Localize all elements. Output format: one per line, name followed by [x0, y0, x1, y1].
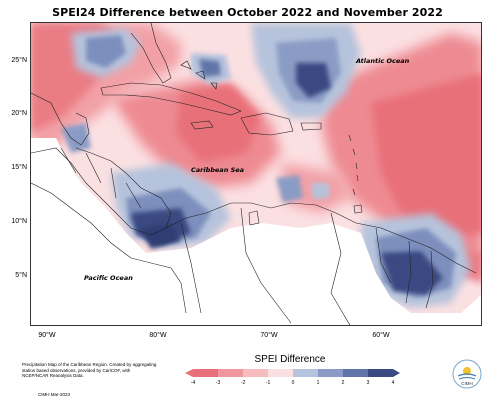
- pacific-ocean-label: Pacific Ocean: [84, 274, 133, 282]
- cimh-logo-icon: CIMH: [452, 359, 482, 389]
- lat-label-5n: 5°N: [15, 272, 27, 279]
- spei-map: Atlantic Ocean Caribbean Sea Pacific Oce…: [30, 22, 482, 326]
- legend-arrow-left: [185, 369, 193, 377]
- lat-label-10n: 10°N: [11, 218, 27, 225]
- legend-title: SPEI Difference: [254, 354, 326, 365]
- atlantic-ocean-label: Atlantic Ocean: [356, 57, 410, 65]
- lon-label-70w: 70°W: [260, 332, 278, 339]
- legend-tick-label: -2: [240, 380, 246, 386]
- lat-label-25n: 25°N: [11, 57, 27, 64]
- lon-label-90w: 90°W: [38, 332, 56, 339]
- map-title: SPEI24 Difference between October 2022 a…: [52, 6, 443, 19]
- legend-swatch: [343, 369, 368, 377]
- legend-tick-label: 3: [366, 380, 370, 386]
- legend-swatch: [268, 369, 293, 377]
- no-data-mask: [31, 138, 481, 325]
- legend-tick-label: 0: [291, 380, 295, 386]
- lon-label-60w: 60°W: [372, 332, 390, 339]
- logo-label: CIMH: [461, 381, 473, 386]
- wet-anomaly-areas: [61, 23, 471, 308]
- legend-tick-label: 2: [341, 380, 345, 386]
- legend-tick-label: -1: [265, 380, 271, 386]
- legend-swatch: [218, 369, 243, 377]
- legend-arrow-right: [393, 369, 400, 377]
- legend-swatch: [243, 369, 268, 377]
- legend-swatch: [318, 369, 343, 377]
- credits-date: CIMH Mar-2023: [38, 392, 71, 397]
- legend-tick-label: 4: [391, 380, 395, 386]
- legend-tick-label: 1: [316, 380, 320, 386]
- coastlines: [31, 23, 477, 325]
- credits-text: Precipitation Map of the Caribbean Regio…: [22, 362, 157, 379]
- lat-label-15n: 15°N: [11, 164, 27, 171]
- legend-swatch: [293, 369, 318, 377]
- map-canvas: [31, 23, 481, 325]
- legend-tick-label: -3: [215, 380, 221, 386]
- legend-swatch: [368, 369, 393, 377]
- legend-colorbar: [185, 369, 400, 377]
- legend-swatch: [193, 369, 218, 377]
- legend-tick-label: -4: [190, 380, 196, 386]
- lon-label-80w: 80°W: [149, 332, 167, 339]
- lat-label-20n: 20°N: [11, 110, 27, 117]
- caribbean-sea-label: Caribbean Sea: [191, 166, 245, 174]
